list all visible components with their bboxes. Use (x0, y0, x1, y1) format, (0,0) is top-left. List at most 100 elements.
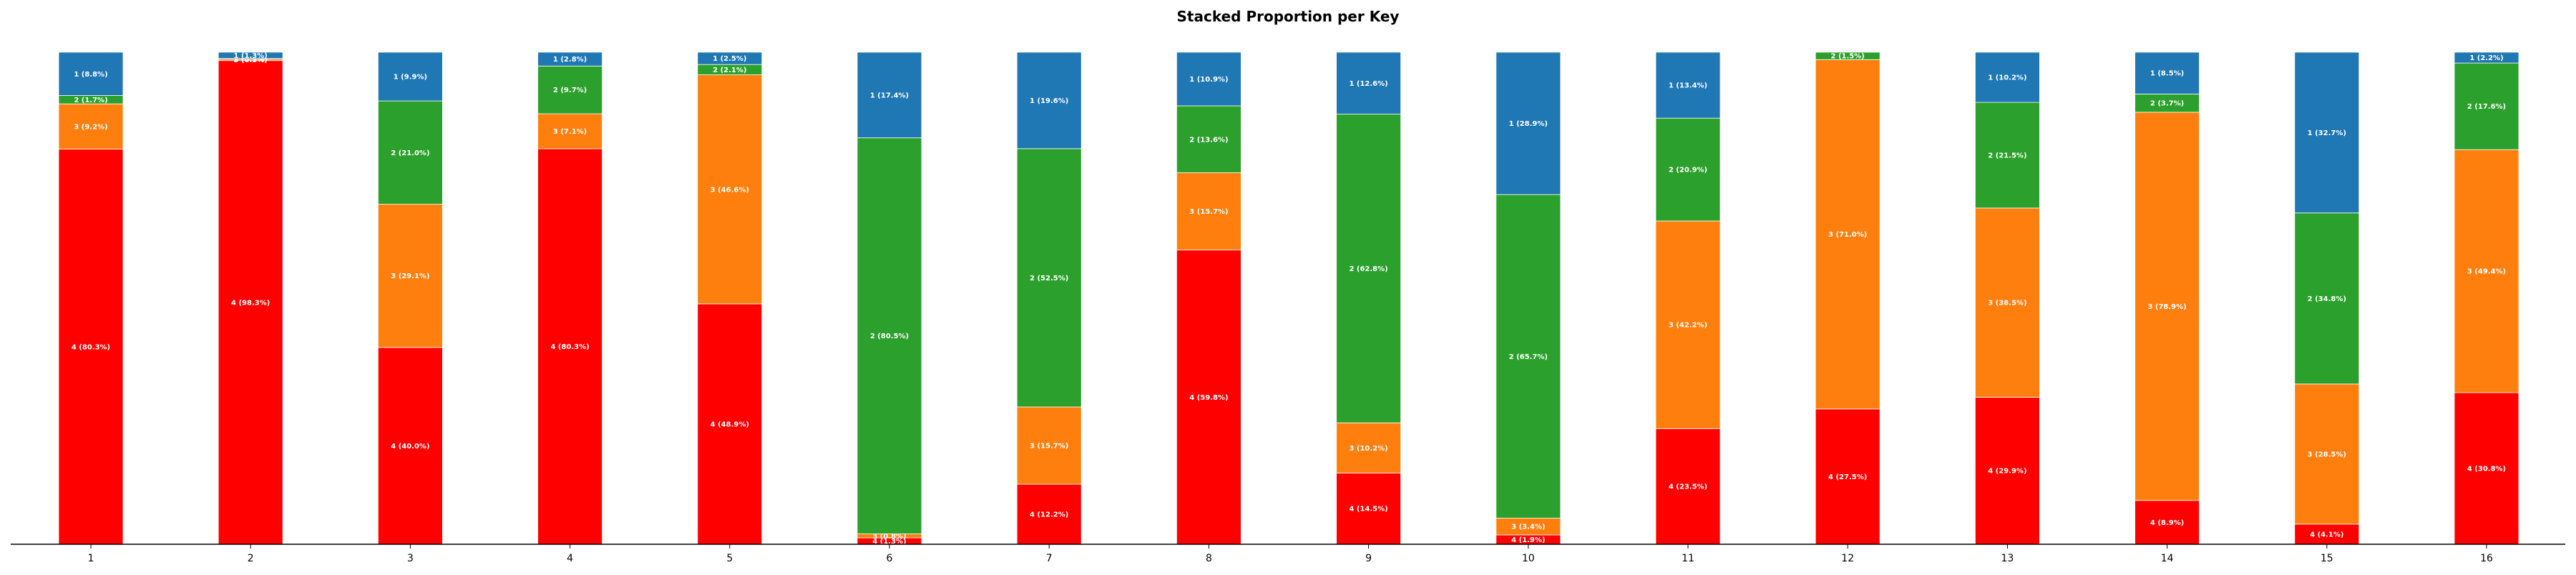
bar-label-3-key-1: 3 (9.2%) (74, 123, 107, 131)
bar-label-1-key-9: 1 (12.6%) (1349, 80, 1387, 88)
bar-segment-1-key-6 (857, 51, 922, 139)
bar-label-1-key-16: 1 (2.2%) (2469, 54, 2503, 62)
x-tick-label: 6 (887, 553, 893, 564)
x-tick-label: 7 (1046, 553, 1053, 564)
x-tick-label: 13 (2001, 553, 2014, 564)
bar-label-3-key-7: 3 (15.7%) (1030, 443, 1068, 451)
bar-label-1-key-7: 1 (19.6%) (1030, 97, 1068, 105)
bar-segment-1-key-1 (58, 51, 124, 96)
bar-segment-1-key-15 (2294, 51, 2360, 214)
bar-label-4-key-14: 4 (8.9%) (2150, 519, 2184, 527)
bar-segment-3-key-4 (537, 113, 602, 149)
bar-label-4-key-16: 4 (30.8%) (2467, 466, 2506, 473)
bar-segment-3-key-11 (1655, 220, 1721, 429)
bar-segment-2-key-14 (2135, 94, 2200, 113)
bar-label-3-key-4: 3 (7.1%) (553, 128, 587, 136)
bars-group: 4 (80.3%) 3 (9.2%) 2 (1.7%) 1 (8.8%) 4 (98.3… (58, 51, 2519, 546)
bar-segment-1-key-9 (1336, 51, 1401, 115)
bar-label-1-key-13: 1 (10.2%) (1988, 74, 2026, 82)
bar-label-1-key-6: 1 (17.4%) (870, 92, 909, 99)
bar-segment-4-key-2 (218, 60, 283, 545)
bar-label-2-key-5: 2 (2.1%) (713, 67, 746, 74)
bar-segment-4-key-12 (1815, 408, 1880, 545)
bar-label-4-key-11: 4 (23.5%) (1669, 483, 1707, 491)
bar-segment-2-key-10 (1496, 194, 1561, 519)
bar-label-3-key-2: 3 (0.3%) (234, 56, 268, 64)
bar-segment-2-key-12 (1815, 51, 1880, 60)
bar-label-3-key-11: 3 (42.2%) (1669, 322, 1707, 330)
bar-segment-4-key-7 (1016, 483, 1082, 545)
bar-label-1-key-5: 1 (2.5%) (713, 55, 746, 63)
bar-segment-3-key-5 (697, 74, 763, 305)
bar-label-4-key-10: 4 (1.9%) (1511, 536, 1545, 544)
bar-label-1-key-4: 1 (2.8%) (553, 56, 587, 64)
bar-segment-2-key-13 (1974, 102, 2040, 209)
bar-segment-1-key-13 (1974, 51, 2040, 103)
bar-segment-4-key-14 (2135, 500, 2200, 545)
bar-label-3-key-13: 3 (38.5%) (1988, 300, 2026, 308)
x-tick-label: 8 (1206, 553, 1212, 564)
bar-label-2-key-1: 2 (1.7%) (74, 97, 107, 104)
bar-label-3-key-15: 3 (28.5%) (2308, 451, 2346, 458)
bar-segment-4-key-4 (537, 148, 602, 545)
bar-segment-2-key-16 (2454, 62, 2519, 150)
bar-segment-1-key-10 (1496, 51, 1561, 195)
bar-segment-2-key-15 (2294, 212, 2360, 385)
chart-title: Stacked Proportion per Key (1177, 8, 1400, 25)
bar-segment-3-key-3 (378, 204, 443, 348)
bar-label-4-key-5: 4 (48.9%) (711, 421, 749, 428)
bar-label-2-key-13: 2 (21.5%) (1988, 152, 2026, 159)
bar-segment-4-key-3 (378, 347, 443, 545)
bar-label-2-key-7: 2 (52.5%) (1030, 275, 1068, 282)
bar-segment-3-key-7 (1016, 406, 1082, 485)
bar-label-2-key-11: 2 (20.9%) (1669, 167, 1707, 175)
bar-label-4-key-4: 4 (80.3%) (550, 343, 589, 351)
bar-label-2-key-6: 2 (80.5%) (870, 333, 909, 340)
x-tick-label: 1 (88, 553, 94, 564)
bar-segment-4-key-13 (1974, 397, 2040, 545)
x-ticks-group: 1 2 3 4 5 6 7 8 9 10 11 12 13 14 15 16 (88, 544, 2493, 564)
bar-segment-3-key-16 (2454, 149, 2519, 393)
bar-label-3-key-14: 3 (78.9%) (2147, 303, 2186, 311)
bar-segment-1-key-2 (218, 51, 283, 59)
bar-label-1-key-3: 1 (9.9%) (394, 74, 427, 82)
bar-segment-4-key-5 (697, 303, 763, 545)
bar-label-3-key-9: 3 (10.2%) (1349, 445, 1387, 453)
bar-label-2-key-12: 2 (1.5%) (1831, 53, 1865, 61)
x-tick-label: 2 (248, 553, 254, 564)
bar-label-3-key-10: 3 (3.4%) (1511, 524, 1545, 531)
x-tick-label: 10 (1522, 553, 1535, 564)
bar-segment-2-key-11 (1655, 117, 1721, 222)
bar-label-3-key-12: 3 (71.0%) (1828, 231, 1867, 239)
bar-label-4-key-15: 4 (4.1%) (2310, 531, 2343, 539)
bar-segment-2-key-7 (1016, 148, 1082, 408)
bar-segment-3-key-1 (58, 103, 124, 149)
bar-label-4-key-7: 4 (12.2%) (1030, 511, 1068, 519)
bar-label-2-key-15: 2 (34.8%) (2308, 295, 2346, 303)
bar-segment-4-key-15 (2294, 524, 2360, 545)
x-tick-label: 16 (2480, 553, 2493, 564)
bar-label-1-key-15: 1 (32.7%) (2308, 129, 2346, 137)
bar-label-1-key-1: 1 (8.8%) (74, 71, 107, 79)
bar-segment-1-key-11 (1655, 51, 1721, 119)
bar-label-4-key-2: 4 (98.3%) (231, 299, 270, 307)
bar-segment-3-key-13 (1974, 207, 2040, 398)
x-tick-label: 9 (1365, 553, 1372, 564)
bar-segment-4-key-9 (1336, 472, 1401, 545)
x-tick-label: 15 (2321, 553, 2333, 564)
bar-segment-2-key-3 (378, 100, 443, 205)
bar-label-2-key-4: 2 (9.7%) (553, 87, 587, 94)
bar-label-4-key-1: 4 (80.3%) (72, 343, 110, 351)
bar-label-4-key-3: 4 (40.0%) (391, 443, 429, 451)
bar-segment-3-key-9 (1336, 422, 1401, 473)
bar-segment-1-key-8 (1176, 51, 1241, 107)
bar-label-3-key-8: 3 (15.7%) (1189, 208, 1228, 216)
bar-segment-4-key-1 (58, 149, 124, 545)
bar-label-3-key-16: 3 (49.4%) (2467, 268, 2506, 276)
bar-segment-2-key-6 (857, 137, 922, 534)
x-tick-label: 3 (407, 553, 414, 564)
bar-segment-1-key-3 (378, 51, 443, 102)
bar-label-4-key-9: 4 (14.5%) (1349, 506, 1387, 513)
bar-label-4-key-13: 4 (29.9%) (1988, 468, 2026, 476)
